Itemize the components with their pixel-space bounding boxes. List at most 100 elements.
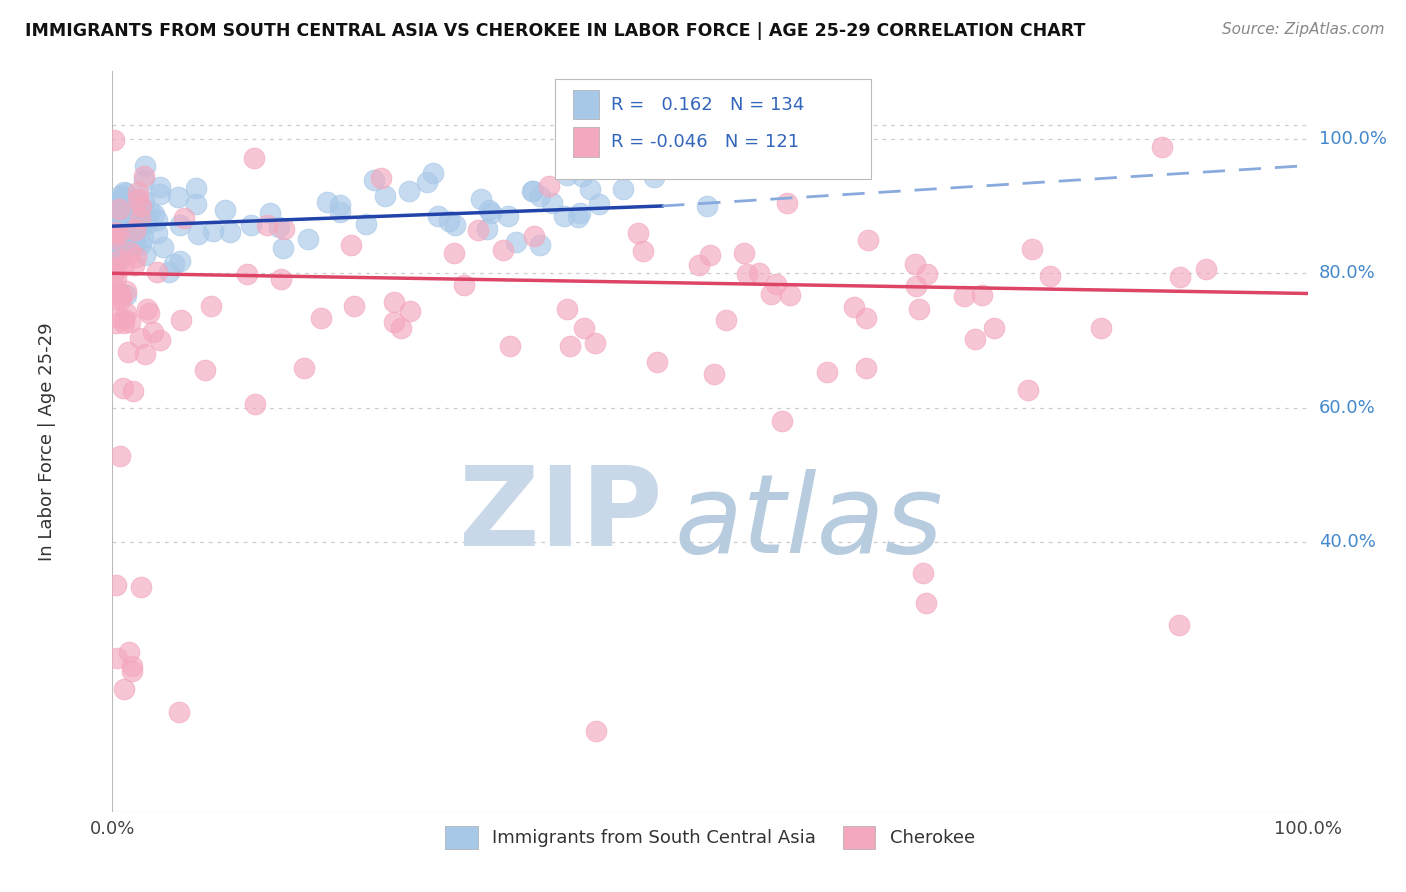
Point [108, 211, 131, 226]
Point [374, 188, 396, 202]
Point [627, 226, 650, 240]
Point [505, 235, 527, 250]
Point [149, 179, 172, 194]
Point [115, 306, 138, 320]
Point [129, 580, 152, 594]
Point [104, 220, 127, 235]
Point [138, 204, 160, 219]
Text: R = -0.046   N = 121: R = -0.046 N = 121 [610, 133, 799, 151]
Point [735, 267, 758, 281]
Point [1039, 268, 1062, 283]
Point [112, 682, 135, 697]
Point [842, 300, 865, 314]
Point [479, 205, 502, 219]
Point [120, 222, 142, 236]
Point [104, 577, 127, 591]
Point [115, 203, 138, 218]
Point [105, 195, 128, 210]
Point [529, 237, 551, 252]
Point [399, 304, 422, 318]
Point [104, 270, 127, 285]
Point [107, 217, 129, 231]
Point [297, 232, 319, 246]
Point [382, 315, 405, 329]
Point [855, 360, 877, 375]
Point [149, 186, 172, 201]
Point [963, 332, 986, 346]
Point [273, 241, 295, 255]
Point [127, 199, 149, 213]
Point [132, 194, 155, 208]
Point [259, 206, 281, 220]
Point [588, 196, 610, 211]
Point [184, 181, 207, 195]
Text: ZIP: ZIP [458, 462, 662, 569]
Text: 100.0%: 100.0% [1319, 129, 1386, 148]
Point [103, 204, 125, 219]
Point [132, 202, 155, 217]
Point [522, 184, 544, 198]
Point [574, 321, 596, 335]
Point [911, 566, 934, 581]
Point [478, 202, 501, 217]
Text: R =   0.162   N = 134: R = 0.162 N = 134 [610, 95, 804, 113]
Point [761, 287, 783, 301]
Point [578, 182, 600, 196]
Point [269, 219, 291, 234]
Point [115, 241, 138, 255]
Point [167, 190, 190, 204]
Point [105, 225, 128, 239]
Point [201, 224, 224, 238]
Point [243, 151, 266, 165]
Point [121, 239, 143, 253]
Point [568, 206, 591, 220]
Point [131, 218, 153, 232]
Point [343, 299, 366, 313]
Point [124, 234, 146, 248]
Point [124, 234, 146, 248]
Point [132, 202, 155, 217]
Point [115, 284, 138, 298]
Point [557, 169, 579, 183]
Point [163, 257, 186, 271]
Point [125, 251, 148, 265]
Point [194, 363, 217, 377]
Point [167, 706, 190, 720]
Point [499, 339, 522, 353]
Point [292, 361, 315, 376]
Point [142, 325, 165, 339]
Point [214, 203, 236, 218]
Point [496, 209, 519, 223]
Bar [572, 90, 599, 120]
Point [135, 217, 157, 231]
Legend: Immigrants from South Central Asia, Cherokee: Immigrants from South Central Asia, Cher… [437, 818, 983, 856]
Point [567, 210, 589, 224]
Point [131, 236, 153, 251]
Point [243, 397, 266, 411]
Point [103, 219, 125, 233]
Point [112, 199, 135, 213]
Point [104, 224, 127, 238]
Point [699, 248, 721, 262]
Point [112, 316, 135, 330]
Point [169, 218, 191, 232]
Point [131, 215, 153, 229]
Point [110, 192, 132, 206]
Point [103, 260, 125, 275]
Point [134, 347, 156, 361]
Point [114, 235, 136, 250]
Point [340, 238, 363, 252]
Point [585, 723, 607, 738]
Point [103, 133, 125, 147]
Point [716, 313, 738, 327]
Point [103, 252, 125, 267]
Point [1090, 321, 1112, 335]
Point [129, 331, 152, 345]
Point [105, 316, 128, 330]
Point [108, 252, 131, 267]
Point [370, 171, 392, 186]
Point [538, 178, 561, 193]
Point [111, 226, 134, 240]
Point [118, 220, 141, 235]
Point [470, 192, 492, 206]
